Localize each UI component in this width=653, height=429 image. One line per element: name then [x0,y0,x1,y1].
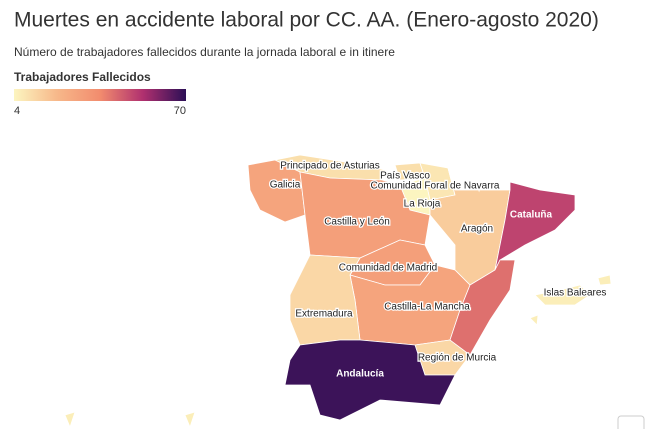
region-label: La Rioja [404,199,441,210]
map-control[interactable] [617,415,645,429]
region-label: Comunidad Foral de Navarra [371,181,500,192]
legend-max: 70 [174,105,186,117]
legend-bar [14,89,186,101]
region-label: Castilla-La Mancha [384,302,470,313]
region-label: País Vasco [380,171,430,182]
region [529,274,612,326]
region-label: Galicia [270,180,301,191]
map-subtitle: Número de trabajadores fallecidos durant… [14,45,395,59]
legend-title: Trabajadores Fallecidos [14,70,151,84]
region-label: Andalucía [336,369,384,380]
map-title: Muertes en accidente laboral por CC. AA.… [14,9,599,32]
region-label: Cataluña [510,210,553,221]
region-label: Aragón [461,224,493,235]
region-label: Comunidad de Madrid [339,263,437,274]
region [289,254,361,346]
region [64,411,196,429]
region [247,159,306,223]
region [299,171,431,259]
region [284,339,456,421]
region-label: Islas Baleares [544,288,607,299]
region-label: Extremadura [295,309,353,320]
region [494,181,576,271]
legend-min: 4 [14,105,20,117]
region-label: Región de Murcia [418,353,497,364]
region-label: Principado de Asturias [280,161,380,172]
region-label: Castilla y León [324,217,390,228]
